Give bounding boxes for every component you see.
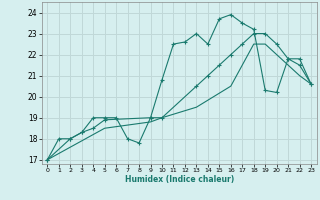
X-axis label: Humidex (Indice chaleur): Humidex (Indice chaleur) [124,175,234,184]
